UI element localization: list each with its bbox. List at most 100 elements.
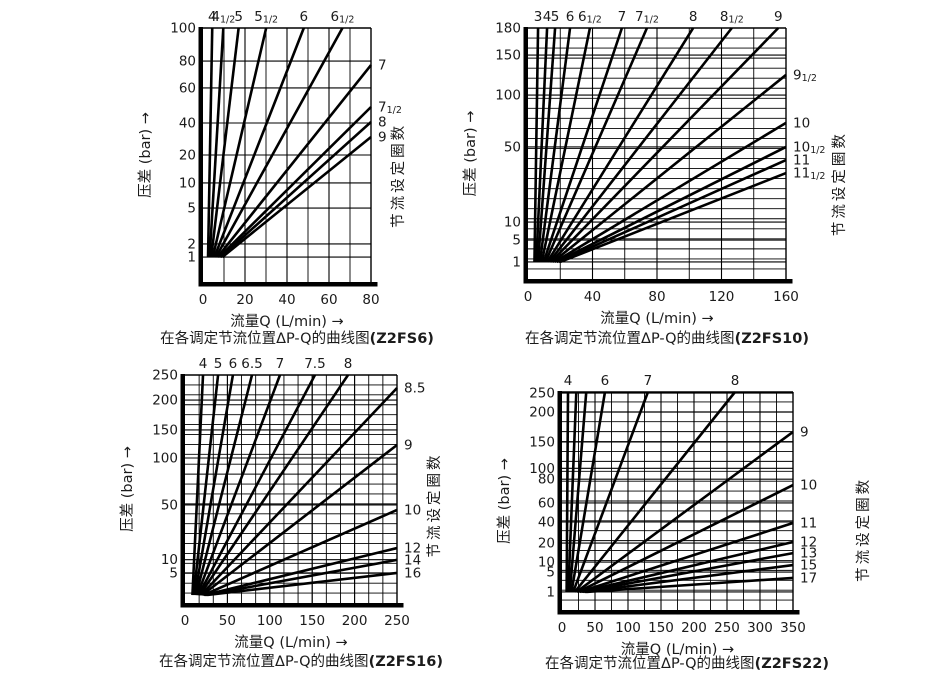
y-tick-label: 80 bbox=[538, 472, 555, 488]
y-axis-label: 压差 (bar) → bbox=[137, 112, 154, 198]
curve-label: 7.5 bbox=[304, 356, 325, 372]
y-tick-label: 250 bbox=[152, 368, 178, 384]
caption-text: 在各调定节流位置ΔP-Q的曲线图 bbox=[160, 331, 370, 347]
x-axis bbox=[198, 282, 378, 287]
right-axis-label: 节流设定圈数 bbox=[426, 452, 443, 557]
curve-turns-8 bbox=[573, 391, 737, 593]
curve-turns-unlabeled bbox=[568, 391, 588, 593]
curve-label: 61/2 bbox=[330, 9, 354, 26]
curve-label: 6 bbox=[566, 9, 575, 25]
curve-label: 10 bbox=[793, 115, 810, 131]
curve-label: 71/2 bbox=[635, 9, 659, 26]
curve-label: 61/2 bbox=[578, 9, 602, 26]
y-tick-label: 1 bbox=[187, 250, 196, 266]
y-axis bbox=[180, 374, 185, 608]
curve-label: 8 bbox=[344, 356, 353, 372]
curve-label: 6 bbox=[229, 356, 238, 372]
x-tick-label: 40 bbox=[584, 289, 601, 305]
x-tick-label: 300 bbox=[747, 620, 773, 636]
chart-caption-z2fs16: 在各调定节流位置ΔP-Q的曲线图(Z2FS16) bbox=[121, 650, 481, 671]
curve-turns-6 bbox=[540, 27, 592, 263]
curve-turns-7.5 bbox=[197, 374, 317, 596]
curve-label: 4 bbox=[199, 356, 208, 372]
curve-label: 41/2 bbox=[211, 9, 235, 26]
y-tick-label: 100 bbox=[170, 21, 196, 37]
curve-turns-13 bbox=[582, 551, 794, 594]
curve-label: 15 bbox=[800, 558, 817, 574]
y-axis bbox=[523, 27, 528, 284]
curve-turns-6.5 bbox=[194, 374, 254, 596]
x-tick-label: 350 bbox=[780, 620, 806, 636]
curve-turns-12 bbox=[204, 546, 398, 597]
curve-label: 91/2 bbox=[793, 67, 817, 84]
curve-turns-11 bbox=[579, 521, 794, 594]
curve-label: 81/2 bbox=[720, 9, 744, 26]
chart-z2fs6: 100 80 60 40 20 10 5 2 1 0 20 40 60 80 4 41/2 5 51/2 6 61/2… bbox=[120, 0, 465, 356]
y-tick-label: 100 bbox=[495, 88, 521, 104]
x-axis bbox=[180, 603, 404, 608]
x-axis-label: 流量Q (L/min) → bbox=[230, 313, 343, 330]
curve-turns-10 bbox=[203, 508, 398, 597]
right-axis-label: 节流设定圈数 bbox=[855, 477, 872, 582]
curve-turns-8 bbox=[219, 121, 372, 259]
curve-label: 5 bbox=[234, 9, 243, 25]
y-tick-label: 150 bbox=[495, 48, 521, 64]
x-tick-label: 0 bbox=[524, 289, 533, 305]
y-tick-label: 40 bbox=[538, 514, 555, 530]
y-tick-label: 5 bbox=[187, 201, 196, 217]
curve-label: 17 bbox=[800, 570, 817, 586]
curve-turns-4 bbox=[206, 27, 214, 258]
curve-label: 111/2 bbox=[793, 166, 825, 183]
curve-turns-8.5 bbox=[200, 387, 398, 596]
x-tick-label: 80 bbox=[648, 289, 665, 305]
y-tick-label: 200 bbox=[529, 405, 555, 421]
curve-turns-11 bbox=[557, 158, 787, 264]
right-axis-label: 节流设定圈数 bbox=[390, 123, 407, 228]
y-tick-label: 10 bbox=[161, 552, 178, 568]
curve-label: 8 bbox=[378, 114, 387, 130]
x-tick-label: 100 bbox=[257, 613, 283, 629]
curve-turns-4 bbox=[534, 27, 549, 262]
y-axis-label: 压差 (bar) → bbox=[462, 111, 479, 197]
curve-label: 11 bbox=[793, 153, 810, 169]
curve-turns-11 bbox=[559, 171, 787, 264]
y-tick-label: 250 bbox=[529, 386, 555, 402]
curve-label: 16 bbox=[404, 565, 421, 581]
curve-label: 12 bbox=[800, 534, 817, 550]
curve-turns-14 bbox=[205, 558, 398, 597]
curve-label: 10 bbox=[404, 502, 421, 518]
curve-turns-15 bbox=[584, 563, 794, 594]
curve-turns-8 bbox=[548, 27, 733, 263]
curve-label: 4 bbox=[564, 373, 573, 389]
x-tick-label: 150 bbox=[648, 620, 674, 636]
curve-turns-6 bbox=[570, 391, 607, 593]
curve-label: 6 bbox=[601, 373, 610, 389]
chart-caption-z2fs10: 在各调定节流位置ΔP-Q的曲线图(Z2FS10) bbox=[487, 327, 847, 348]
curve-turns-9 bbox=[552, 73, 787, 263]
curve-label: 11 bbox=[800, 516, 817, 532]
curve-turns-4 bbox=[565, 391, 570, 592]
x-tick-label: 100 bbox=[615, 620, 641, 636]
curve-turns-6 bbox=[213, 27, 306, 258]
curve-label: 13 bbox=[800, 546, 817, 562]
y-tick-label: 1 bbox=[546, 584, 555, 600]
caption-model: (Z2FS16) bbox=[368, 654, 443, 670]
y-tick-label: 100 bbox=[529, 461, 555, 477]
curve-label: 14 bbox=[404, 552, 421, 568]
curve-label: 5 bbox=[214, 356, 223, 372]
x-tick-label: 200 bbox=[681, 620, 707, 636]
curve-turns-5 bbox=[536, 27, 557, 263]
x-tick-label: 0 bbox=[181, 613, 190, 629]
x-axis-label: 流量Q (L/min) → bbox=[621, 641, 734, 658]
curve-label: 7 bbox=[618, 9, 627, 25]
curve-label: 7 bbox=[276, 356, 285, 372]
x-tick-label: 20 bbox=[236, 292, 253, 308]
curve-turns-9 bbox=[201, 443, 398, 597]
caption-model: (Z2FS10) bbox=[734, 331, 809, 347]
x-tick-label: 50 bbox=[586, 620, 603, 636]
curve-turns-5 bbox=[192, 374, 220, 596]
y-tick-label: 50 bbox=[504, 139, 521, 155]
curve-turns-17 bbox=[586, 576, 794, 594]
